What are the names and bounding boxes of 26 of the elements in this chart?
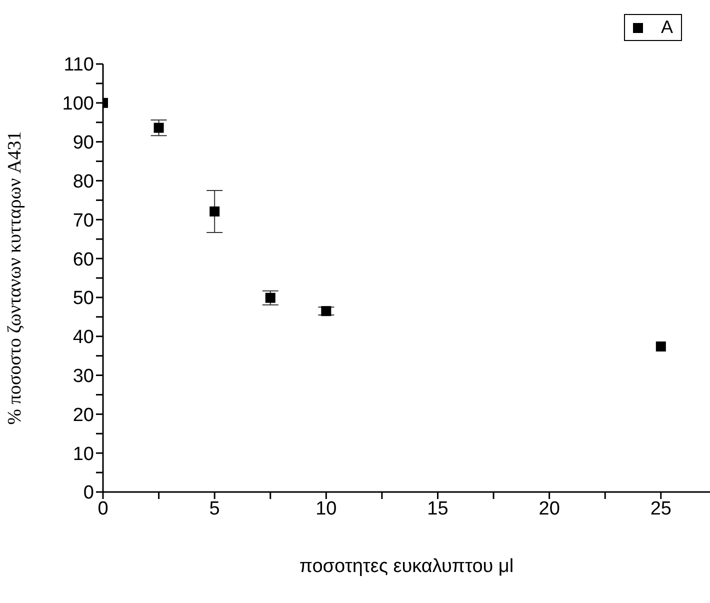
point: [321, 306, 332, 316]
y-tick-label: 30: [72, 366, 94, 388]
x-tick-label: 20: [538, 498, 560, 520]
y-tick-label: 60: [72, 249, 94, 270]
x-tick-label: 25: [650, 498, 672, 520]
x-axis-title: ποσοτητες ευκαλυπτου μl: [299, 556, 514, 577]
legend-label: A: [660, 17, 673, 38]
y-tick-label: 0: [83, 482, 94, 504]
point: [210, 206, 220, 216]
y-tick-label: 80: [72, 171, 94, 192]
x-tick-label: 0: [98, 498, 108, 520]
y-tick-label: 70: [72, 210, 94, 232]
y-tick-label: 50: [72, 288, 94, 310]
x-tick-label: 5: [209, 498, 220, 520]
x-tick-label: 10: [316, 498, 337, 520]
y-tick-label: 20: [72, 404, 94, 426]
y-tick-label: 110: [64, 54, 94, 76]
point: [154, 122, 164, 133]
y-tick-label: 10: [72, 444, 94, 465]
point: [265, 292, 276, 303]
y-tick-label: 40: [72, 327, 94, 348]
y-axis-title: % ποσοστο ζωντανων κυτταρων A431: [4, 131, 26, 425]
y-tick-label: 90: [72, 132, 94, 154]
x-tick-label: 15: [427, 498, 448, 520]
point: [656, 341, 666, 352]
y-tick-label: 100: [62, 94, 94, 115]
